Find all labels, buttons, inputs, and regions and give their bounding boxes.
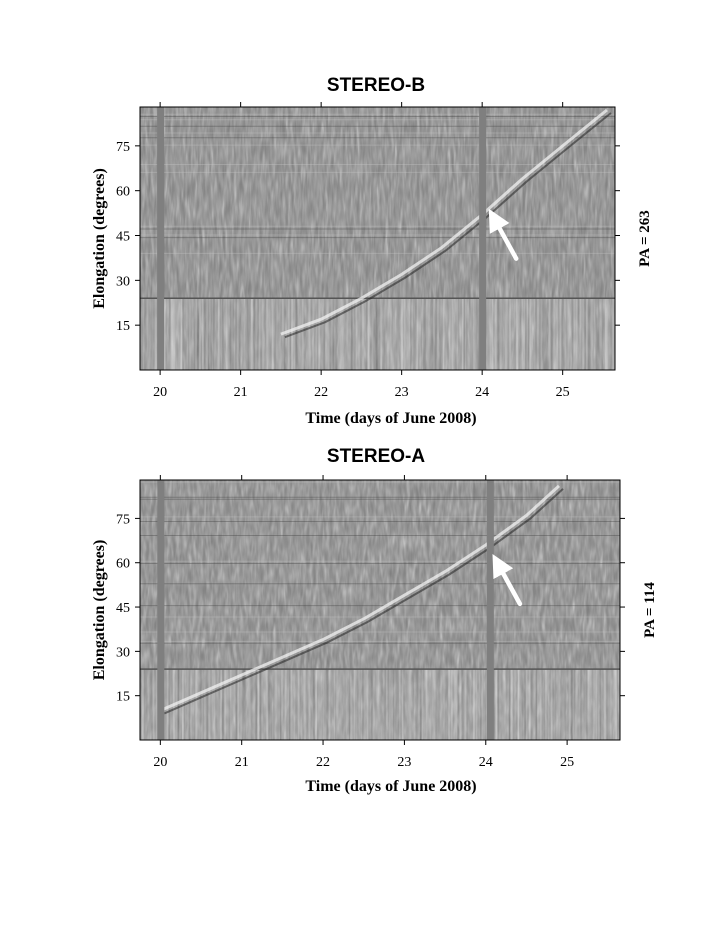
cme-track [159,484,560,712]
y-tick-label: 45 [116,230,130,245]
image-area [140,480,620,740]
x-tick-label: 21 [235,755,249,770]
arrow-annotation [492,554,523,607]
position-angle-label: PA = 263 [637,210,653,267]
x-tick-label: 21 [234,385,248,400]
y-tick-label: 45 [116,601,130,616]
y-tick-label: 75 [116,140,130,155]
plot-frame [139,106,616,371]
data-gap [486,480,494,740]
x-tick-label: 24 [479,755,493,770]
chart-title: STEREO-B [327,75,425,96]
y-tick-label: 60 [116,557,130,572]
y-axis-label: Elongation (degrees) [91,540,108,681]
x-axis-label: Time (days of June 2008) [305,410,476,427]
x-tick-label: 20 [153,385,167,400]
panel-stereo-b: 20 21 22 23 24 25 15 30 45 60 75 STEREO-B Time (days… [91,75,653,427]
x-tick-label: 25 [560,755,574,770]
y-tick-label: 30 [116,274,130,289]
panel-stereo-a: 20 21 22 23 24 25 15 30 45 60 75 STEREO-A Time (days… [91,446,658,795]
x-tick-label: 23 [397,755,411,770]
x-tick-label: 24 [475,385,489,400]
x-tick-label: 23 [395,385,409,400]
chart-title: STEREO-A [327,446,425,467]
data-gap [157,107,165,370]
y-tick-label: 15 [116,690,130,705]
lower-instrument-region [140,669,620,740]
y-tick-label: 30 [116,645,130,660]
y-tick-label: 15 [116,319,130,334]
x-tick-label: 22 [316,755,330,770]
position-angle-label: PA = 114 [642,582,658,638]
x-tick-label: 20 [153,755,167,770]
data-gap [157,480,165,740]
image-area [140,107,615,370]
lower-instrument-region [140,298,615,370]
cme-track-shadow [163,488,564,715]
y-tick-label: 75 [116,512,130,527]
arrow-annotation [488,208,519,261]
x-axis-label: Time (days of June 2008) [305,778,476,795]
y-tick-label: 60 [116,185,130,200]
plot-frame [139,479,621,741]
data-gap [479,107,487,370]
cme-track [280,108,608,336]
y-axis-label: Elongation (degrees) [91,168,108,309]
x-tick-label: 25 [556,385,570,400]
cme-track-shadow [284,112,612,339]
x-tick-label: 22 [314,385,328,400]
